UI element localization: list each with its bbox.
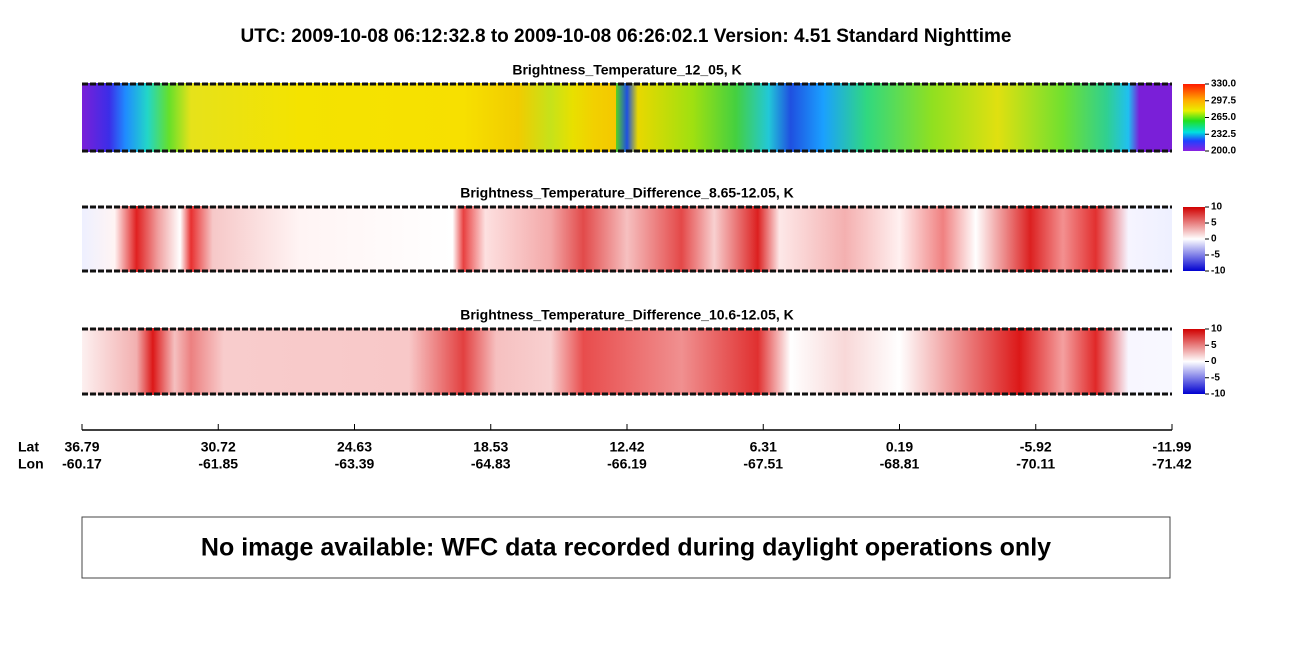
lat-tick: -11.99 (1153, 439, 1192, 455)
lon-label: Lon (18, 456, 44, 472)
colorbar (1183, 207, 1205, 271)
lon-tick: -71.42 (1152, 456, 1192, 472)
lat-tick: 18.53 (473, 439, 508, 455)
colorbar-label: 232.5 (1211, 129, 1236, 140)
colorbar-label: 265.0 (1211, 112, 1236, 123)
lat-tick: -5.92 (1020, 439, 1052, 455)
lat-tick: 0.19 (886, 439, 913, 455)
colorbar-label: 0 (1211, 356, 1217, 367)
colorbar (1183, 84, 1205, 151)
colorbar-label: -5 (1211, 372, 1220, 383)
lon-tick: -68.81 (880, 456, 920, 472)
image-strip (82, 206, 1172, 272)
colorbar-label: 5 (1211, 218, 1217, 229)
lon-tick: -70.11 (1016, 456, 1055, 472)
image-strip (82, 83, 1172, 152)
colorbar-label: -5 (1211, 250, 1220, 261)
panel-title: Brightness_Temperature_Difference_10.6-1… (460, 307, 794, 323)
colorbar-label: 330.0 (1211, 79, 1236, 90)
colorbar-label: 200.0 (1211, 146, 1236, 157)
colorbar-label: 5 (1211, 340, 1217, 351)
lat-tick: 24.63 (337, 439, 372, 455)
panel-title: Brightness_Temperature_Difference_8.65-1… (460, 185, 794, 201)
message-box (81, 516, 1171, 579)
message: No image available: WFC data recorded du… (201, 534, 1051, 562)
lon-tick: -60.17 (62, 456, 102, 472)
lat-tick: 6.31 (750, 439, 777, 455)
title: UTC: 2009-10-08 06:12:32.8 to 2009-10-08… (241, 26, 1012, 47)
lon-tick: -67.51 (743, 456, 783, 472)
lon-tick: -66.19 (607, 456, 647, 472)
colorbar-label: 10 (1211, 202, 1223, 213)
image-strip (82, 328, 1172, 395)
colorbar-label: -10 (1211, 266, 1226, 277)
lat-tick: 36.79 (64, 439, 99, 455)
colorbar (1183, 329, 1205, 394)
colorbar-label: 0 (1211, 234, 1217, 245)
colorbar-label: 10 (1211, 324, 1223, 335)
colorbar-label: -10 (1211, 389, 1226, 400)
colorbar-label: 297.5 (1211, 95, 1236, 106)
lon-tick: -61.85 (198, 456, 238, 472)
lon-tick: -64.83 (471, 456, 511, 472)
lat-tick: 30.72 (201, 439, 236, 455)
lat-label: Lat (18, 439, 39, 455)
lat-tick: 12.42 (609, 439, 644, 455)
panel-title: Brightness_Temperature_12_05, K (512, 62, 741, 78)
lon-tick: -63.39 (335, 456, 375, 472)
